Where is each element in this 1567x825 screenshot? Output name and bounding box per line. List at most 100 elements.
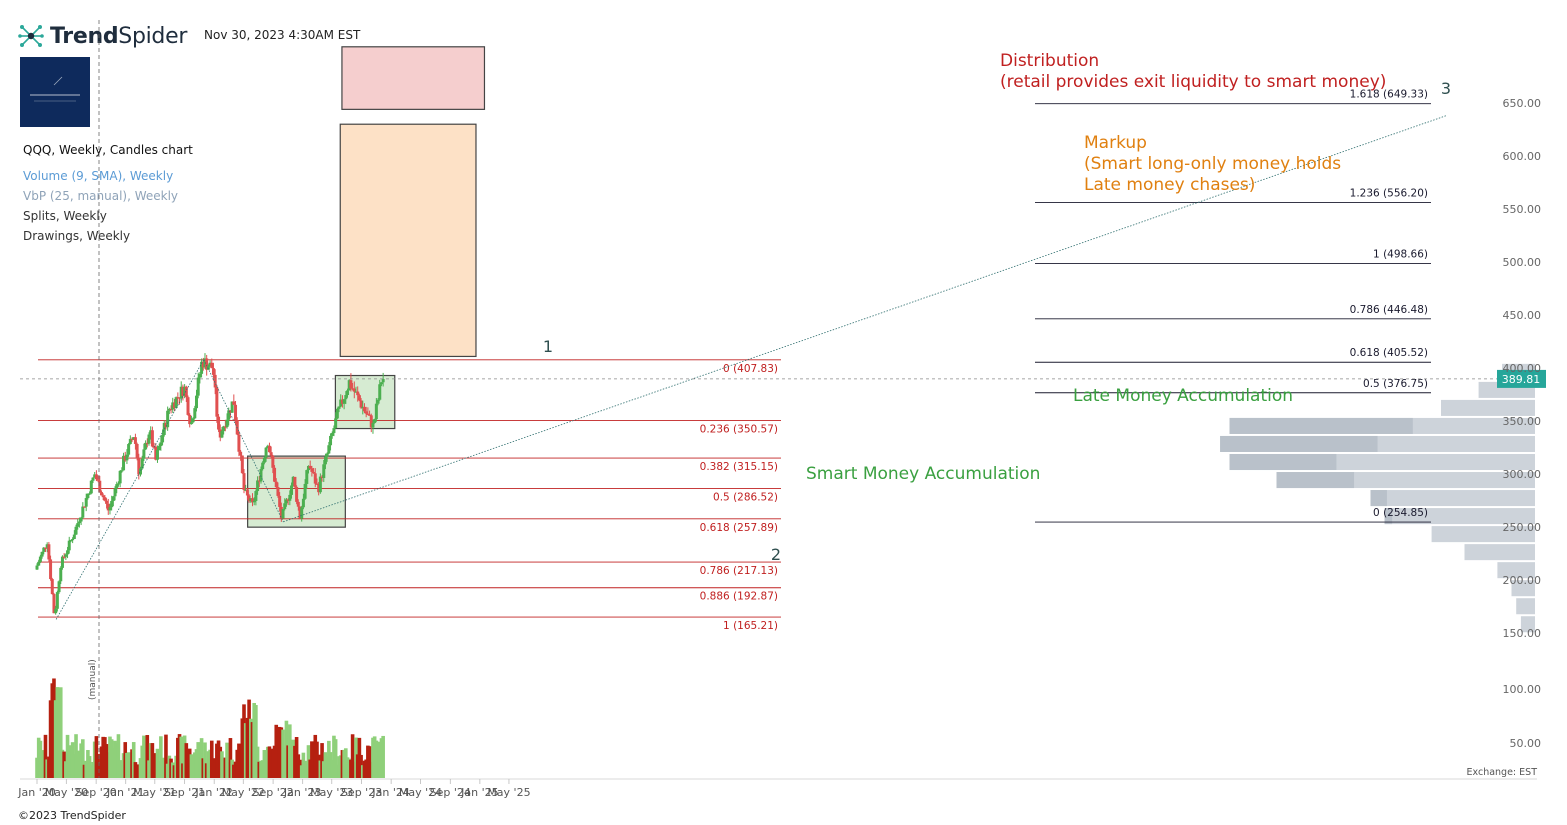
- candle-body: [111, 496, 115, 501]
- vbp-bar: [1497, 562, 1535, 579]
- fib-right-label: 1 (498.66): [1373, 248, 1428, 260]
- candle-body: [57, 581, 61, 593]
- volume-bar: [81, 739, 85, 778]
- vbp-bar: [1384, 508, 1535, 525]
- vbp-bar-up: [1229, 417, 1413, 434]
- x-tick-label: Jan '23: [283, 786, 321, 799]
- exchange-label: Exchange: EST: [1467, 767, 1538, 778]
- candle-body: [234, 404, 238, 421]
- candle-body: [291, 476, 295, 486]
- candle-body: [352, 388, 356, 392]
- candle-body: [378, 384, 382, 400]
- candle-body: [62, 556, 66, 558]
- candle-body: [45, 544, 49, 548]
- volume-bar: [320, 743, 324, 778]
- y-tick-label: 300.00: [1503, 468, 1542, 481]
- candle-body: [269, 452, 273, 456]
- candle-body: [52, 594, 56, 614]
- candle-body: [71, 538, 75, 541]
- zone-label: (retail provides exit liquidity to smart…: [1000, 72, 1386, 92]
- candle-body: [208, 362, 212, 367]
- legend-volume[interactable]: Volume (9, SMA), Weekly: [23, 169, 174, 183]
- candle-body: [137, 457, 141, 475]
- candle-body: [193, 408, 197, 419]
- candle-body: [184, 386, 188, 398]
- candle-body: [79, 517, 83, 522]
- y-tick-label: 450.00: [1503, 309, 1542, 322]
- zone-label: Smart Money Accumulation: [806, 464, 1040, 484]
- trendline-wave2: [203, 359, 284, 523]
- candle-body: [274, 481, 278, 488]
- labels-layer: Smart Money Accumulation Late Money Accum…: [88, 51, 1451, 700]
- candle-body: [125, 454, 129, 461]
- x-tick-label: Jan '20: [17, 786, 55, 799]
- fib-left-label: 1 (165.21): [723, 620, 778, 632]
- legend-main[interactable]: QQQ, Weekly, Candles chart: [23, 143, 193, 157]
- candle-body: [105, 500, 109, 504]
- fib-left-label: 0.382 (315.15): [700, 461, 778, 473]
- candle-body: [55, 592, 59, 609]
- vbp-bar: [1431, 526, 1535, 543]
- legend-vbp[interactable]: VbP (25, manual), Weekly: [23, 189, 179, 203]
- vbp-bar-up: [1229, 453, 1337, 471]
- timestamp: Nov 30, 2023 4:30AM EST: [204, 28, 361, 42]
- candle-body: [288, 494, 292, 501]
- candle-body: [344, 395, 348, 400]
- candle-body: [149, 430, 153, 435]
- candle-body: [313, 473, 317, 484]
- candle-body: [327, 445, 331, 454]
- candle-body: [118, 470, 122, 484]
- candle-body: [201, 361, 205, 368]
- candle-body: [128, 438, 132, 445]
- zone-label: (Smart long-only money holds: [1084, 154, 1341, 174]
- last-price-tag: [1497, 369, 1546, 388]
- candle-body: [35, 565, 39, 570]
- volume-bar: [179, 736, 184, 778]
- legend-splits[interactable]: Splits, Weekly: [23, 209, 107, 223]
- legend-drawings[interactable]: Drawings, Weekly: [23, 229, 131, 243]
- candle-body: [135, 443, 139, 458]
- volume-bar: [142, 735, 146, 778]
- candle-body: [337, 406, 341, 409]
- candle-body: [110, 500, 114, 508]
- candle-body: [74, 526, 78, 535]
- y-tick-label: 500.00: [1503, 256, 1542, 269]
- candle-body: [89, 480, 93, 494]
- candle-body: [349, 380, 353, 389]
- vbp-bar-up: [1220, 435, 1378, 452]
- candle-body: [77, 521, 81, 524]
- vbp-bar-up: [1384, 508, 1393, 525]
- candle-body: [273, 467, 277, 482]
- candle-body: [40, 551, 44, 557]
- fib-left-label: 0.5 (286.52): [713, 491, 778, 503]
- candle-body: [120, 470, 124, 472]
- candle-body: [320, 476, 324, 478]
- trendlines-layer: [20, 20, 1497, 778]
- candle-body: [83, 506, 87, 508]
- x-tick-label: Sep '22: [252, 786, 293, 799]
- y-tick-label: 150.00: [1503, 627, 1542, 640]
- candle-body: [259, 469, 263, 482]
- candle-body: [37, 561, 41, 566]
- fib-right-label: 0.5 (376.75): [1363, 378, 1428, 390]
- candle-body: [211, 368, 215, 375]
- candle-body: [368, 414, 372, 416]
- volume-by-price-layer: [1220, 363, 1535, 633]
- candle-body: [346, 390, 350, 396]
- candle-body: [59, 567, 63, 582]
- candle-body: [76, 523, 80, 527]
- candle-body: [225, 419, 229, 428]
- volume-bar: [145, 735, 150, 778]
- split-marker-label: (manual): [88, 659, 98, 700]
- candle-body: [93, 474, 97, 478]
- y-tick-label: 650.00: [1503, 97, 1542, 110]
- candle-body: [150, 430, 154, 447]
- zone-label: Late Money Accumulation: [1073, 386, 1293, 406]
- x-tick-label: Sep '20: [76, 786, 117, 799]
- volume-bar: [381, 735, 385, 778]
- candle-body: [147, 434, 151, 444]
- candle-body: [88, 493, 92, 495]
- candle-body: [43, 547, 47, 549]
- candle-body: [139, 468, 143, 475]
